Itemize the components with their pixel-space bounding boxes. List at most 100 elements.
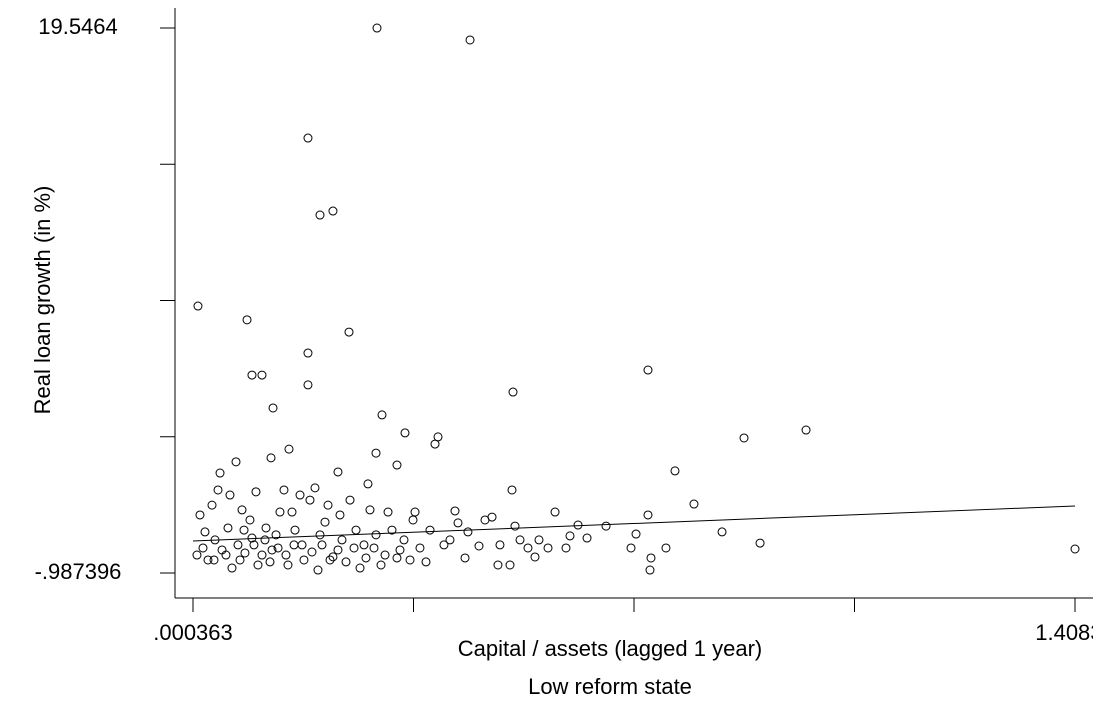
point — [239, 525, 249, 535]
point — [643, 365, 653, 375]
point — [645, 565, 655, 575]
point — [369, 543, 379, 553]
point — [515, 535, 525, 545]
y-tick-label: -.987396 — [35, 559, 122, 584]
point — [260, 535, 270, 545]
point — [534, 535, 544, 545]
point — [284, 444, 294, 454]
point — [493, 560, 503, 570]
point — [266, 453, 276, 463]
point — [445, 535, 455, 545]
point — [415, 543, 425, 553]
point — [380, 550, 390, 560]
point — [363, 479, 373, 489]
point — [601, 521, 611, 531]
point — [463, 527, 473, 537]
point — [349, 543, 359, 553]
point — [317, 540, 327, 550]
point — [582, 533, 592, 543]
point — [1070, 544, 1080, 554]
point — [303, 380, 313, 390]
point — [221, 550, 231, 560]
point — [310, 483, 320, 493]
point — [495, 540, 505, 550]
point — [295, 490, 305, 500]
point — [717, 527, 727, 537]
point — [273, 543, 283, 553]
point — [739, 433, 749, 443]
point — [240, 548, 250, 558]
point — [328, 552, 338, 562]
point — [400, 428, 410, 438]
point — [237, 505, 247, 515]
point — [307, 547, 317, 557]
point — [465, 35, 475, 45]
point — [323, 500, 333, 510]
point — [247, 370, 257, 380]
point — [425, 525, 435, 535]
point — [631, 529, 641, 539]
point — [508, 387, 518, 397]
point — [281, 550, 291, 560]
point — [213, 485, 223, 495]
point — [253, 560, 263, 570]
point — [801, 425, 811, 435]
point — [333, 467, 343, 477]
point — [268, 403, 278, 413]
point — [460, 553, 470, 563]
point — [371, 448, 381, 458]
point — [392, 460, 402, 470]
fit-line — [192, 505, 1076, 542]
point — [408, 515, 418, 525]
point — [395, 545, 405, 555]
point — [333, 545, 343, 555]
point — [233, 540, 243, 550]
point — [195, 510, 205, 520]
point — [523, 543, 533, 553]
point — [235, 555, 245, 565]
point — [543, 543, 553, 553]
point — [303, 348, 313, 358]
x-tick-label: .000363 — [153, 620, 233, 645]
point — [271, 530, 281, 540]
point — [480, 515, 490, 525]
point — [430, 439, 440, 449]
point — [303, 133, 313, 143]
point — [344, 327, 354, 337]
point — [320, 517, 330, 527]
point — [646, 553, 656, 563]
point — [421, 557, 431, 567]
point — [376, 560, 386, 570]
y-axis-title: Real loan growth (in %) — [30, 186, 55, 415]
point — [249, 540, 259, 550]
point — [223, 523, 233, 533]
point — [257, 370, 267, 380]
point — [203, 555, 213, 565]
point — [371, 530, 381, 540]
point — [192, 550, 202, 560]
point — [643, 510, 653, 520]
point — [207, 500, 217, 510]
point — [377, 410, 387, 420]
point — [755, 538, 765, 548]
x-axis-title: Capital / assets (lagged 1 year) — [458, 636, 763, 661]
point — [626, 543, 636, 553]
point — [399, 535, 409, 545]
point — [267, 545, 277, 555]
x-tick-label: 1.40837 — [1035, 620, 1093, 645]
point — [453, 518, 463, 528]
point — [561, 543, 571, 553]
point — [661, 543, 671, 553]
point — [290, 525, 300, 535]
note: Low reform state — [528, 674, 692, 699]
point — [227, 563, 237, 573]
point — [215, 468, 225, 478]
point — [279, 485, 289, 495]
point — [335, 510, 345, 520]
point — [193, 301, 203, 311]
point — [225, 490, 235, 500]
point — [200, 527, 210, 537]
point — [345, 495, 355, 505]
